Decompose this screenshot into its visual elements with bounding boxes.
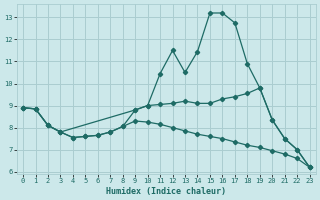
- X-axis label: Humidex (Indice chaleur): Humidex (Indice chaleur): [106, 187, 226, 196]
